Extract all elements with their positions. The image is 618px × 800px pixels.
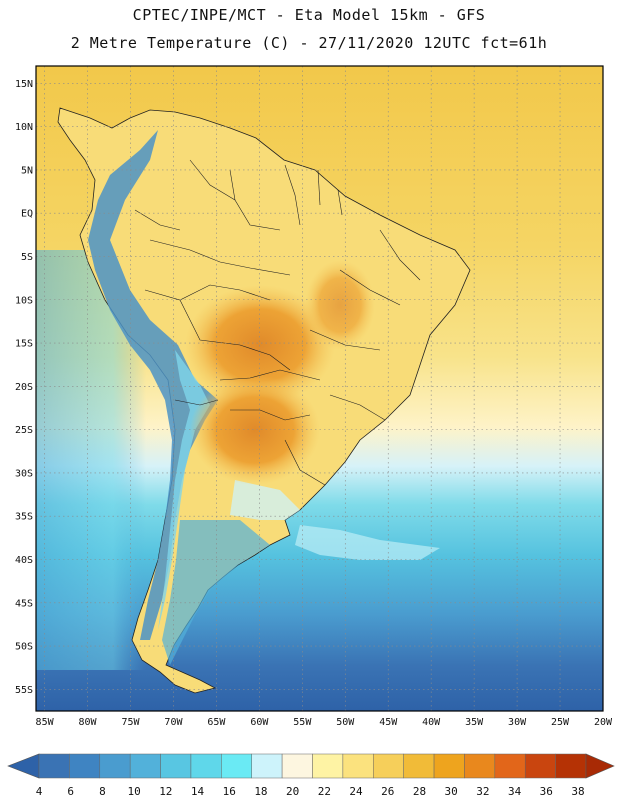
lat-tick-label: 5S (21, 252, 33, 263)
lat-tick-label: 35S (15, 512, 33, 523)
colorbar-swatch (160, 753, 192, 779)
colorbar-tick-label: 30 (445, 785, 458, 798)
colorbar-swatch (99, 753, 131, 779)
colorbar-swatch (38, 753, 70, 779)
colorbar-swatch (251, 753, 283, 779)
title-line-1: CPTEC/INPE/MCT - Eta Model 15km - GFS (132, 6, 486, 24)
patagonia-cool-field (162, 520, 270, 665)
colorbar-swatch (342, 753, 374, 779)
hot-core-south (190, 375, 320, 485)
colorbar-tick-label: 20 (286, 785, 299, 798)
southern-cone-mild-field (230, 480, 300, 520)
lon-tick-label: 45W (379, 717, 398, 728)
lon-tick-label: 65W (207, 717, 226, 728)
lat-tick-label: 10N (15, 122, 33, 133)
colorbar-swatch (281, 753, 313, 779)
hot-core-central (185, 285, 335, 405)
colorbar-swatch (69, 753, 101, 779)
lon-tick-label: 25W (551, 717, 570, 728)
colorbar-tick-label: 38 (571, 785, 584, 798)
lat-tick-label: 20S (15, 382, 33, 393)
lat-tick-label: 5N (21, 165, 33, 176)
map-plot-area (36, 66, 603, 711)
lon-tick-label: 70W (164, 717, 183, 728)
colorbar-tick-label: 16 (223, 785, 236, 798)
colorbar-tick-label: 14 (191, 785, 205, 798)
lat-tick-label: 55S (15, 685, 33, 696)
colorbar-labels: 4 6 8 10 12 14 16 18 20 22 24 26 28 30 32 34 36 38 (36, 785, 585, 798)
colorbar-swatch (403, 753, 435, 779)
latitude-labels: 15N 10N 5N EQ 5S 10S 15S 20S 25S 30S 35S 40S 45S 50S 5… (15, 79, 33, 696)
colorbar-tick-label: 8 (99, 785, 106, 798)
lon-tick-label: 85W (36, 717, 55, 728)
lat-tick-label: 45S (15, 598, 33, 609)
lat-tick-label: 50S (15, 642, 33, 653)
colorbar-tick-label: 34 (508, 785, 522, 798)
lon-tick-label: 75W (121, 717, 140, 728)
colorbar-under-arrow (7, 753, 40, 779)
colorbar-swatch (221, 753, 252, 779)
atlantic-cool-tongue (295, 525, 440, 560)
lon-tick-label: 35W (465, 717, 484, 728)
lat-tick-label: 15N (15, 79, 33, 90)
colorbar-over-arrow (585, 753, 615, 779)
colorbar-swatch (312, 753, 344, 779)
lon-tick-label: 80W (79, 717, 98, 728)
colorbar-swatch (494, 753, 526, 779)
colorbar-tick-label: 10 (127, 785, 140, 798)
colorbar-tick-label: 6 (67, 785, 74, 798)
colorbar (7, 753, 615, 779)
lon-tick-label: 20W (594, 717, 613, 728)
colorbar-tick-label: 28 (413, 785, 426, 798)
lon-tick-label: 30W (508, 717, 527, 728)
hot-core-east (305, 260, 375, 350)
colorbar-swatch (464, 753, 496, 779)
colorbar-tick-label: 24 (349, 785, 363, 798)
colorbar-swatch (190, 753, 222, 779)
colorbar-swatch (373, 753, 404, 779)
lon-tick-label: 50W (336, 717, 355, 728)
colorbar-tick-label: 12 (159, 785, 172, 798)
colorbar-swatch (524, 753, 556, 779)
map-frame (35, 65, 604, 712)
lon-tick-label: 40W (422, 717, 441, 728)
colorbar-tick-label: 32 (476, 785, 489, 798)
grid-lines (36, 66, 603, 711)
lat-tick-label: 15S (15, 339, 33, 350)
lat-tick-label: 30S (15, 468, 33, 479)
colorbar-swatch (129, 753, 161, 779)
longitude-labels: 85W 80W 75W 70W 65W 60W 55W 50W 45W 40W 35W 30W 25W 2… (36, 717, 613, 728)
title-line-2: 2 Metre Temperature (C) - 27/11/2020 12U… (70, 34, 548, 52)
lat-tick-label: EQ (21, 209, 33, 220)
lat-tick-label: 25S (15, 425, 33, 436)
lon-tick-label: 55W (293, 717, 312, 728)
colorbar-swatch (555, 753, 587, 779)
colorbar-swatch (433, 753, 465, 779)
lon-tick-label: 60W (250, 717, 269, 728)
colorbar-tick-label: 22 (318, 785, 331, 798)
colorbar-tick-label: 36 (540, 785, 553, 798)
colorbar-tick-label: 26 (381, 785, 394, 798)
colorbar-tick-label: 4 (36, 785, 43, 798)
lat-tick-label: 40S (15, 555, 33, 566)
lat-tick-label: 10S (15, 295, 33, 306)
colorbar-tick-label: 18 (254, 785, 267, 798)
country-borders (134, 159, 421, 486)
